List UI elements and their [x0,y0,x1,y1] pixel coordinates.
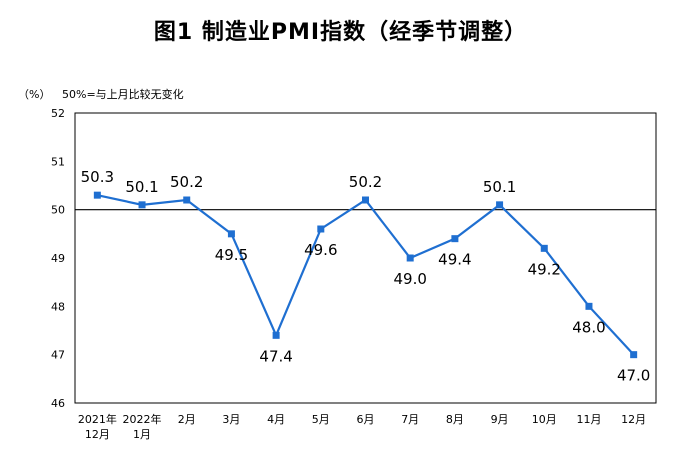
data-point-marker [227,230,235,238]
data-value-label: 50.2 [349,173,382,191]
data-value-label: 50.1 [125,178,158,196]
plot-area [74,112,657,404]
data-point-marker [272,331,280,339]
data-point-marker [317,225,325,233]
data-value-label: 49.6 [304,241,337,259]
x-tick-label: 6月 [357,413,375,426]
y-tick-label: 47 [51,349,65,362]
y-unit-label: （%） [18,88,51,101]
x-tick-label-line: 2021年 [78,412,117,426]
y-axis-ticks: 52 51 50 49 48 47 46 [51,107,65,410]
data-point-marker [496,201,504,209]
x-tick-label-line: 2月 [178,413,196,426]
x-tick-label: 7月 [401,413,419,426]
x-tick-label: 4月 [267,413,285,426]
x-tick-label-line: 12月 [85,428,110,441]
x-tick-label-line: 7月 [401,413,419,426]
data-labels: 50.3 50.1 50.2 49.5 47.4 49.6 50.2 49.0 49.4 50.1… [81,168,651,384]
data-value-label: 47.0 [617,367,650,385]
x-tick-label-line: 8月 [446,413,464,426]
chart-title: 图1 制造业PMI指数（经季节调整） [153,20,528,45]
data-value-label: 49.0 [393,270,426,288]
data-value-label: 48.0 [572,318,605,336]
data-point-marker [93,191,101,199]
data-points [93,191,638,359]
x-tick-label-line: 12月 [621,413,646,426]
data-point-marker [585,302,593,310]
y-tick-label: 49 [51,252,65,265]
x-tick-label: 3月 [222,413,240,426]
data-point-marker [362,196,369,204]
reference-note: 50%=与上月比较无变化 [62,88,184,101]
x-tick-label-line: 6月 [357,413,375,426]
x-tick-label-line: 3月 [222,413,240,426]
x-tick-label: 12月 [621,413,646,426]
x-tick-label: 10月 [532,413,557,426]
data-point-marker [406,254,414,262]
y-tick-label: 48 [51,300,65,313]
x-tick-label-line: 10月 [532,413,557,426]
y-tick-label: 46 [51,397,65,410]
x-tick-label: 11月 [576,413,601,426]
x-tick-label-line: 5月 [312,413,330,426]
x-tick-label: 5月 [312,413,330,426]
data-point-marker [451,235,459,243]
x-tick-label: 2021年 12月 [78,412,117,441]
x-axis-labels: 2021年 12月 2022年 1月 2月 3月 4月 5月 6月 7月 8月 9月 10月 11月 12月 [78,412,646,441]
data-value-label: 50.2 [170,173,203,191]
x-tick-label: 8月 [446,413,464,426]
data-point-marker [183,196,191,204]
data-point-marker [630,351,638,359]
x-tick-label-line: 1月 [133,428,151,441]
x-tick-label-line: 2022年 [123,412,162,426]
x-tick-label: 2月 [178,413,196,426]
y-tick-label: 50 [51,204,65,217]
x-tick-label: 2022年 1月 [123,412,162,441]
data-point-marker [540,244,548,252]
data-value-label: 50.3 [81,168,114,186]
data-point-marker [138,201,146,209]
data-value-label: 47.4 [259,347,292,365]
x-tick-label-line: 4月 [267,413,285,426]
data-value-label: 50.1 [483,178,516,196]
data-value-label: 49.2 [528,260,561,278]
data-value-label: 49.4 [438,251,471,269]
x-tick-label-line: 11月 [576,413,601,426]
y-tick-label: 52 [51,107,65,120]
data-value-label: 49.5 [215,246,248,264]
x-tick-label-line: 9月 [491,413,509,426]
x-tick-label: 9月 [491,413,509,426]
y-tick-label: 51 [51,155,65,168]
